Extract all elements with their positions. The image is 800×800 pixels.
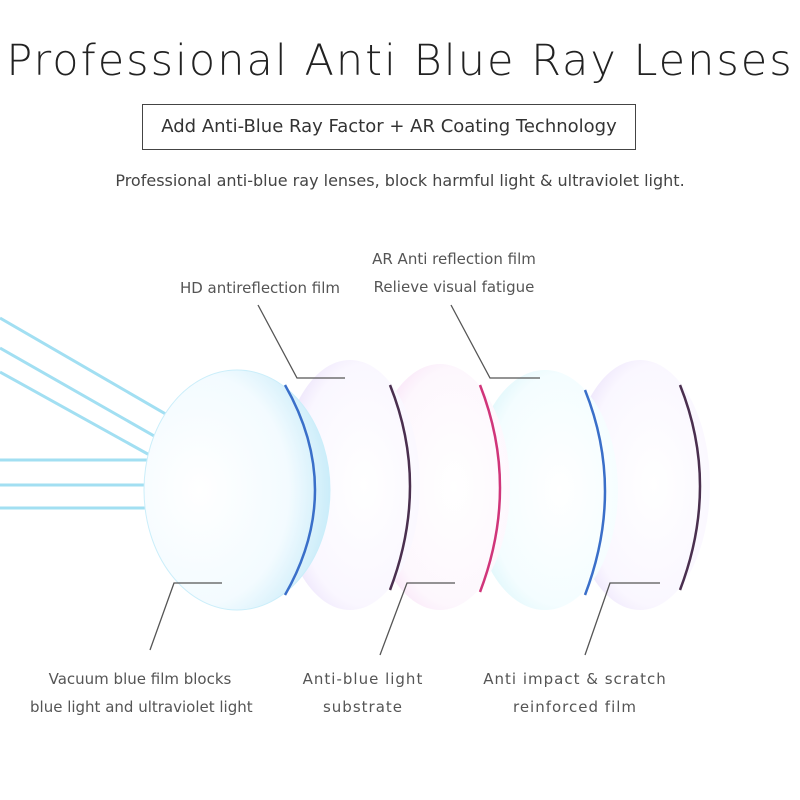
label-vacuum-film: Vacuum blue film blocks blue light and u… [30, 665, 253, 721]
leader-lines [149, 304, 660, 656]
label-text: AR Anti reflection film [372, 250, 536, 268]
label-text: Anti impact & scratch [483, 670, 667, 688]
label-hd-film: HD antireflection film [170, 274, 350, 302]
feature-box: Add Anti-Blue Ray Factor + AR Coating Te… [142, 104, 636, 150]
label-text: Vacuum blue film blocks [48, 670, 232, 688]
lens-ar-film [472, 370, 618, 610]
lens-vacuum-blue-film [143, 369, 331, 611]
description: Professional anti-blue ray lenses, block… [115, 171, 685, 190]
label-substrate: Anti-blue light substrate [283, 665, 443, 721]
label-ar-film: AR Anti reflection film Relieve visual f… [364, 245, 544, 301]
label-text: Relieve visual fatigue [373, 278, 535, 296]
label-text: blue light and ultraviolet light [30, 698, 253, 716]
label-reinforced-film: Anti impact & scratch reinforced film [470, 665, 680, 721]
label-text: substrate [322, 698, 403, 716]
label-text: HD antireflection film [179, 279, 341, 297]
label-text: reinforced film [512, 698, 638, 716]
page-title: Professional Anti Blue Ray Lenses [6, 36, 794, 86]
label-text: Anti-blue light [302, 670, 424, 688]
